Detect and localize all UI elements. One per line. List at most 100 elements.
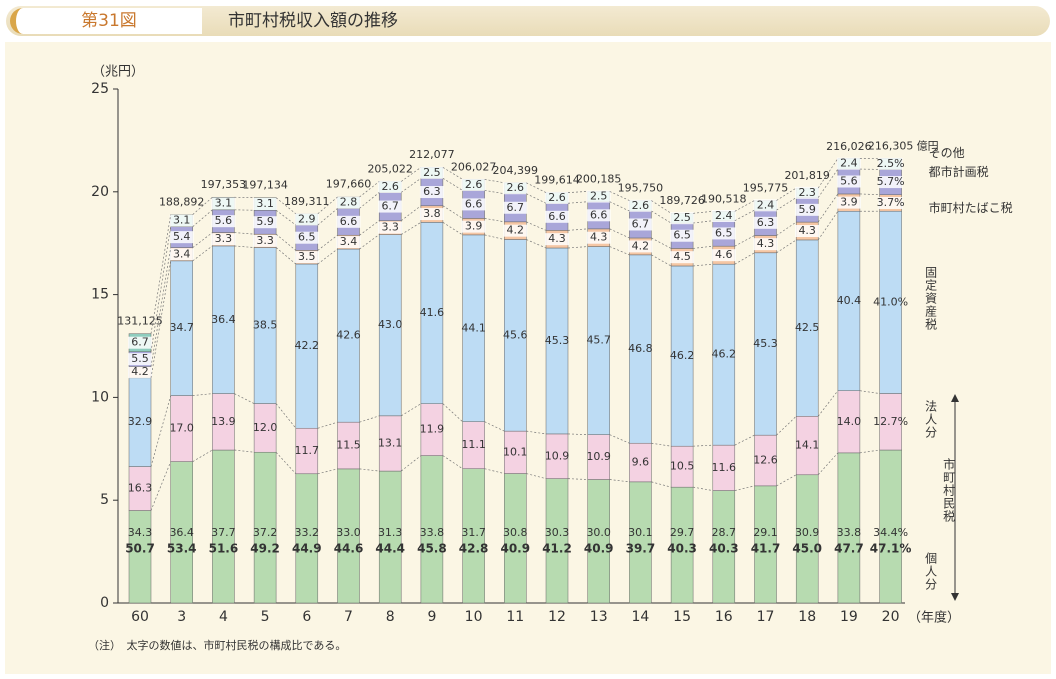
data-label: 45.3 bbox=[753, 337, 778, 350]
connector bbox=[359, 181, 380, 198]
data-label: 29.7 bbox=[670, 526, 695, 539]
composite-label: 41.2 bbox=[542, 542, 572, 556]
connector bbox=[567, 191, 588, 193]
data-label: 11.6 bbox=[712, 461, 737, 474]
legend-label: 都市計画税 bbox=[928, 165, 989, 180]
connector bbox=[567, 228, 588, 231]
total-label: 197,353 bbox=[201, 178, 247, 191]
x-tick-label: 10 bbox=[465, 609, 483, 625]
data-label: 38.5 bbox=[253, 319, 278, 332]
label-box bbox=[711, 249, 736, 262]
data-label: 13.9 bbox=[211, 415, 236, 428]
connector bbox=[651, 481, 672, 488]
x-tick-label: 9 bbox=[427, 609, 436, 625]
data-label: 6.3 bbox=[423, 185, 441, 198]
data-label: 11.9 bbox=[420, 423, 445, 436]
label-box bbox=[586, 231, 611, 244]
data-label: 4.2 bbox=[507, 224, 525, 237]
data-label: 3.3 bbox=[256, 234, 274, 247]
data-label: 6.5 bbox=[673, 229, 691, 242]
data-label: 46.2 bbox=[712, 348, 737, 361]
composite-label: 45.8 bbox=[417, 542, 447, 556]
data-label: 10.9 bbox=[545, 449, 570, 462]
data-label: 6.7 bbox=[131, 336, 149, 349]
x-tick-label: 18 bbox=[798, 609, 816, 625]
label-box bbox=[836, 175, 861, 188]
data-label: 32.9 bbox=[128, 415, 153, 428]
label-box bbox=[169, 248, 194, 261]
data-label: 3.4 bbox=[173, 247, 191, 260]
connector bbox=[275, 247, 297, 265]
label-box bbox=[378, 200, 403, 213]
legend-label: 固定資産税 bbox=[923, 266, 938, 332]
x-tick-label: 5 bbox=[261, 609, 270, 625]
data-label: 44.1 bbox=[461, 321, 486, 334]
data-label: 12.0 bbox=[253, 421, 278, 434]
data-label: 46.2 bbox=[670, 349, 695, 362]
data-label: 6.6 bbox=[548, 210, 566, 223]
label-box bbox=[545, 233, 569, 246]
y-tick-label: 25 bbox=[91, 81, 109, 97]
label-box bbox=[211, 197, 236, 210]
label-box bbox=[670, 251, 695, 264]
data-label: 11.7 bbox=[295, 444, 320, 457]
data-label: 6.7 bbox=[632, 217, 650, 230]
data-label: 3.3 bbox=[381, 221, 399, 234]
label-box bbox=[419, 186, 444, 199]
data-label: 10.9 bbox=[586, 450, 611, 463]
data-label: 33.0 bbox=[336, 526, 361, 539]
connector bbox=[442, 403, 463, 422]
connector bbox=[484, 468, 505, 474]
connector bbox=[484, 179, 505, 184]
connector bbox=[526, 221, 547, 231]
total-label: 201,819 bbox=[784, 169, 830, 182]
data-label: 2.6 bbox=[381, 180, 399, 193]
connector bbox=[817, 193, 839, 223]
data-label: 4.3 bbox=[757, 237, 775, 250]
data-label: 2.4 bbox=[715, 209, 733, 222]
connector bbox=[609, 479, 630, 483]
label-box bbox=[128, 353, 152, 366]
connector bbox=[150, 214, 172, 334]
label-box bbox=[169, 231, 194, 244]
connector bbox=[817, 158, 839, 189]
legend-label: 市町村民税 bbox=[941, 458, 956, 523]
composite-label: 40.3 bbox=[667, 542, 697, 556]
data-label: 2.8 bbox=[340, 196, 358, 209]
label-box bbox=[336, 236, 361, 249]
label-box bbox=[336, 215, 361, 228]
label-box bbox=[586, 209, 611, 222]
data-label: 33.2 bbox=[295, 526, 320, 539]
connector bbox=[317, 421, 338, 429]
data-label: 45.7 bbox=[586, 334, 611, 347]
total-label: 195,775 bbox=[743, 181, 789, 194]
label-box bbox=[169, 214, 194, 227]
label-box bbox=[128, 336, 152, 349]
data-label: 36.4 bbox=[169, 526, 194, 539]
data-label: 11.5 bbox=[336, 439, 361, 452]
connector bbox=[150, 226, 172, 352]
data-label: 6.3 bbox=[757, 216, 775, 229]
connector bbox=[359, 220, 380, 236]
connector bbox=[484, 234, 505, 240]
connector bbox=[317, 468, 338, 475]
connector bbox=[275, 403, 297, 429]
data-label: 29.1 bbox=[753, 526, 778, 539]
composite-label: 53.4 bbox=[167, 542, 197, 556]
label-box bbox=[545, 210, 569, 223]
connector bbox=[192, 393, 213, 396]
connector bbox=[192, 245, 213, 262]
label-box bbox=[211, 215, 236, 228]
data-label: 12.7% bbox=[873, 415, 908, 428]
label-box bbox=[503, 182, 528, 195]
data-label: 5.6 bbox=[215, 214, 233, 227]
data-label: 41.6 bbox=[420, 306, 445, 319]
total-label: 189,311 bbox=[284, 195, 330, 208]
connector bbox=[400, 455, 422, 472]
connector bbox=[859, 193, 880, 196]
label-box bbox=[211, 233, 236, 246]
connector bbox=[359, 192, 380, 209]
data-label: 6.7 bbox=[381, 200, 399, 213]
data-label: 30.3 bbox=[545, 526, 570, 539]
x-tick-label: 16 bbox=[715, 609, 733, 625]
